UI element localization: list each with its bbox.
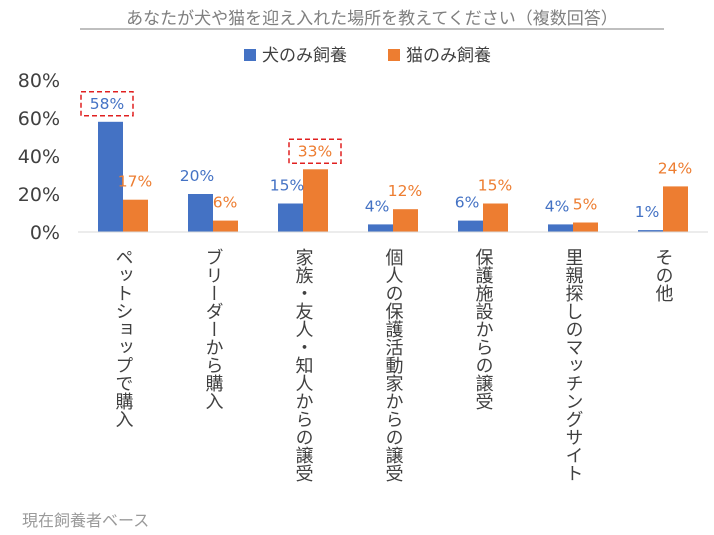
- bars: [98, 121, 688, 232]
- y-axis: 0% 20% 40% 60% 80%: [18, 70, 60, 244]
- bar-cat: [123, 199, 148, 232]
- bar-dog: [548, 224, 573, 232]
- legend-label-cat: 猫のみ飼養: [406, 46, 491, 66]
- data-label-cat: 12%: [388, 182, 422, 200]
- bar-cat: [303, 169, 328, 232]
- bar-dog: [98, 121, 123, 232]
- category-label: 個人の保護活動家からの譲受: [383, 248, 404, 482]
- legend-swatch-cat: [388, 49, 400, 61]
- data-label-dog: 20%: [180, 167, 214, 185]
- category-label: 里親探しのマッチングサイト: [563, 248, 584, 482]
- bar-cat: [393, 209, 418, 232]
- legend-label-dog: 犬のみ飼養: [262, 46, 347, 66]
- legend: 犬のみ飼養 猫のみ飼養: [244, 46, 491, 66]
- bar-dog: [368, 224, 393, 232]
- bar-cat: [483, 203, 508, 232]
- data-labels: 58%17% 20%6%15%33%4%12%6%15%4% 5% 1%24%: [80, 91, 692, 221]
- data-label-cat: 33%: [298, 142, 332, 160]
- bar-cat: [213, 220, 238, 232]
- chart-title-group: あなたが犬や猫を迎え入れた場所を教えてください（複数回答）: [80, 9, 664, 30]
- data-label-cat: 5%: [573, 196, 598, 214]
- bar-cat: [573, 222, 598, 232]
- legend-swatch-dog: [244, 49, 256, 61]
- data-label-dog: 4%: [545, 197, 570, 215]
- y-tick-label: 40%: [18, 146, 60, 168]
- data-label-dog: 4%: [365, 197, 390, 215]
- bar-dog: [188, 194, 213, 232]
- category-label: ブリーダーから購入: [203, 248, 224, 410]
- bar-dog: [458, 220, 483, 232]
- data-label-cat: 24%: [658, 159, 692, 177]
- data-label-dog: 58%: [90, 95, 124, 113]
- data-label-cat: 17%: [118, 173, 152, 191]
- chart-title: あなたが犬や猫を迎え入れた場所を教えてください（複数回答）: [126, 9, 618, 29]
- category-label: 家族・友人・知人からの譲受: [293, 248, 314, 482]
- bar-dog: [278, 203, 303, 232]
- data-label-dog: 1%: [635, 203, 660, 221]
- highlight-box: [288, 138, 342, 165]
- y-tick-label: 20%: [18, 184, 60, 206]
- y-tick-label: 60%: [18, 108, 60, 130]
- category-label: その他: [653, 248, 674, 302]
- data-label-dog: 6%: [455, 194, 480, 212]
- data-label-cat: 6%: [213, 194, 238, 212]
- bar-cat: [663, 186, 688, 232]
- category-labels: ペットショップで購入 ブリーダーから購入 家族・友人・知人からの譲受 個人の保護活動家…: [113, 248, 674, 482]
- data-label-cat: 15%: [478, 177, 512, 195]
- y-tick-label: 0%: [30, 222, 60, 244]
- category-label: ペットショップで購入: [113, 248, 134, 428]
- category-label: 保護施設からの譲受: [473, 248, 494, 410]
- footnote: 現在飼養者ベース: [22, 511, 149, 530]
- data-label-dog: 15%: [270, 177, 304, 195]
- y-tick-label: 80%: [18, 70, 60, 92]
- highlight-box: [80, 91, 134, 117]
- bar-dog: [638, 230, 663, 232]
